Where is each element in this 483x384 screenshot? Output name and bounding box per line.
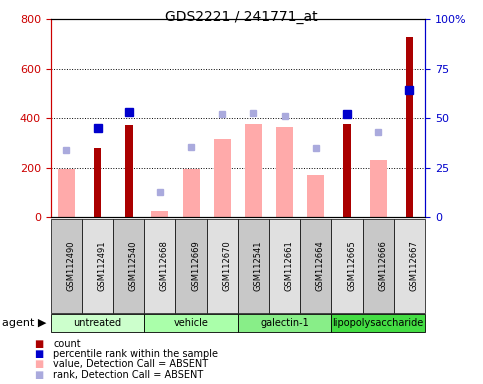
Text: GSM112670: GSM112670 — [222, 240, 231, 291]
Text: GSM112665: GSM112665 — [347, 240, 356, 291]
Text: lipopolysaccharide: lipopolysaccharide — [333, 318, 424, 328]
Bar — [276, 127, 293, 217]
Text: GSM112661: GSM112661 — [284, 240, 294, 291]
Text: GSM112491: GSM112491 — [98, 241, 107, 291]
Text: GDS2221 / 241771_at: GDS2221 / 241771_at — [165, 10, 318, 23]
Text: GSM112540: GSM112540 — [128, 241, 138, 291]
Text: galectin-1: galectin-1 — [260, 318, 309, 328]
Text: vehicle: vehicle — [174, 318, 209, 328]
Bar — [125, 126, 133, 217]
Text: ■: ■ — [34, 359, 43, 369]
Bar — [213, 139, 231, 217]
Bar — [94, 148, 101, 217]
Text: GSM112669: GSM112669 — [191, 240, 200, 291]
Bar — [343, 124, 351, 217]
Text: ■: ■ — [34, 349, 43, 359]
Text: untreated: untreated — [73, 318, 122, 328]
Text: GSM112666: GSM112666 — [378, 240, 387, 291]
Text: GSM112664: GSM112664 — [316, 240, 325, 291]
Text: GSM112541: GSM112541 — [254, 241, 262, 291]
Text: ■: ■ — [34, 370, 43, 380]
Bar — [151, 211, 169, 217]
Text: GSM112490: GSM112490 — [66, 241, 75, 291]
Text: GSM112667: GSM112667 — [410, 240, 418, 291]
Text: agent ▶: agent ▶ — [2, 318, 47, 328]
Bar — [406, 36, 413, 217]
Text: percentile rank within the sample: percentile rank within the sample — [53, 349, 218, 359]
Bar — [183, 169, 199, 217]
Bar — [369, 160, 387, 217]
Text: count: count — [53, 339, 81, 349]
Bar — [58, 169, 75, 217]
Text: value, Detection Call = ABSENT: value, Detection Call = ABSENT — [53, 359, 208, 369]
Bar — [307, 175, 325, 217]
Text: GSM112668: GSM112668 — [160, 240, 169, 291]
Bar — [245, 124, 262, 217]
Text: rank, Detection Call = ABSENT: rank, Detection Call = ABSENT — [53, 370, 203, 380]
Text: ■: ■ — [34, 339, 43, 349]
